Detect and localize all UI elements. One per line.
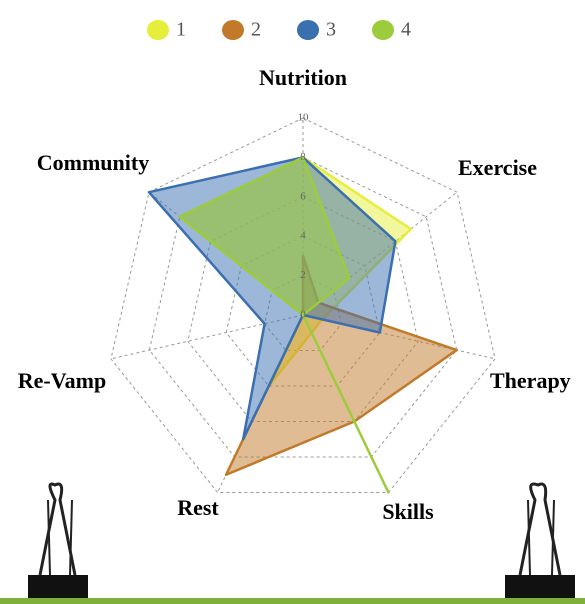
category-label: Skills	[382, 499, 434, 524]
r-tick-label: 6	[300, 190, 306, 202]
legend-label: 2	[251, 19, 261, 41]
r-tick-label: 10	[298, 112, 310, 124]
category-label: Exercise	[458, 155, 537, 180]
category-label: Community	[37, 150, 149, 175]
clip-base	[28, 575, 88, 600]
legend-label: 3	[326, 19, 336, 41]
legend-label: 1	[176, 19, 186, 41]
category-label: Rest	[177, 495, 219, 520]
legend-label: 4	[401, 19, 411, 41]
chart: 0 2 4 6 8 10 Nutrition Exercise Therapy Skills Res…	[0, 0, 585, 604]
clip-base	[505, 575, 575, 600]
legend-marker	[372, 20, 394, 40]
legend-marker	[147, 20, 169, 40]
category-label: Therapy	[490, 368, 571, 393]
legend-marker	[297, 20, 319, 40]
r-tick-label: 2	[300, 269, 306, 281]
r-tick-label: 8	[300, 151, 306, 163]
legend-marker	[222, 20, 244, 40]
r-tick-label: 4	[300, 230, 306, 242]
category-label: Re-Vamp	[18, 368, 106, 393]
decoration	[40, 484, 560, 575]
r-tick-label: 0	[300, 309, 306, 321]
ground-line	[0, 598, 585, 604]
category-label: Nutrition	[259, 65, 347, 90]
